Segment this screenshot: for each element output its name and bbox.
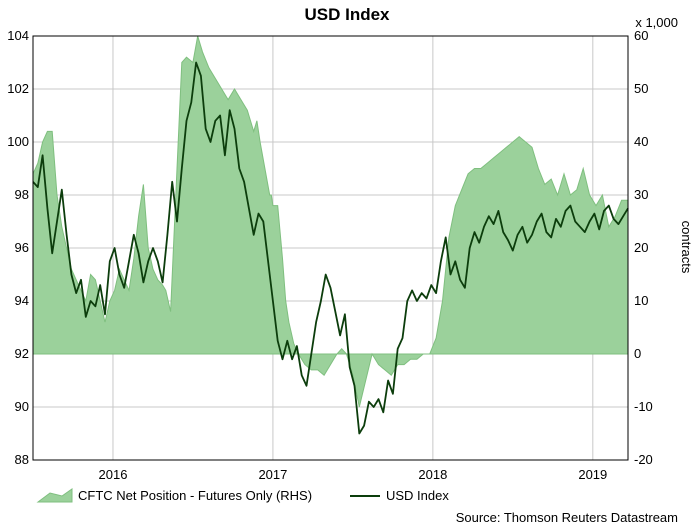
x-tick: 2018 — [418, 467, 447, 482]
y-tick-left: 96 — [15, 240, 29, 255]
y-tick-right: 40 — [634, 134, 648, 149]
chart-title: USD Index — [304, 5, 390, 24]
y-tick-right: 10 — [634, 293, 648, 308]
x-tick: 2016 — [99, 467, 128, 482]
y-tick-left: 90 — [15, 399, 29, 414]
y-tick-right: 30 — [634, 187, 648, 202]
x-tick: 2017 — [258, 467, 287, 482]
y-tick-right: 0 — [634, 346, 641, 361]
legend: CFTC Net Position - Futures Only (RHS) U… — [36, 488, 449, 503]
y-tick-left: 88 — [15, 452, 29, 467]
y-tick-right: 60 — [634, 28, 648, 43]
plot-frame — [32, 35, 629, 461]
y-tick-right: -10 — [634, 399, 653, 414]
y-tick-left: 94 — [15, 293, 29, 308]
right-axis-unit: x 1,000 — [635, 15, 678, 30]
line-layer — [32, 61, 629, 435]
cftc-net-position-area — [32, 35, 629, 408]
y-tick-left: 98 — [15, 187, 29, 202]
x-tick: 2019 — [578, 467, 607, 482]
source-note: Source: Thomson Reuters Datastream — [456, 510, 678, 525]
y-tick-right: 50 — [634, 81, 648, 96]
y-tick-right: -20 — [634, 452, 653, 467]
axis-layer: 88 90 92 94 96 98 100 102 104 -20 -10 0 10 20 30 40 50 60… — [7, 28, 653, 482]
right-axis-label: contracts — [679, 221, 694, 274]
y-tick-left: 102 — [7, 81, 29, 96]
y-tick-right: 20 — [634, 240, 648, 255]
legend-line-label: USD Index — [386, 488, 449, 503]
area-layer — [32, 35, 629, 408]
y-tick-left: 100 — [7, 134, 29, 149]
legend-area-label: CFTC Net Position - Futures Only (RHS) — [78, 488, 312, 503]
y-tick-left: 104 — [7, 28, 29, 43]
y-tick-left: 92 — [15, 346, 29, 361]
legend-area-swatch — [36, 488, 73, 503]
usd-index-line — [32, 61, 629, 435]
